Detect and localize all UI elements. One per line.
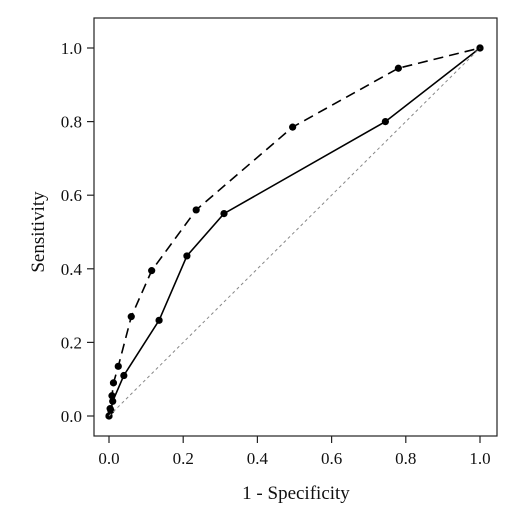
data-point	[108, 392, 116, 400]
reference-diagonal	[108, 47, 481, 417]
y-tick-label: 0.0	[61, 407, 82, 426]
x-tick-label: 0.4	[247, 449, 269, 468]
x-axis: 0.0 0.2 0.4 0.6 0.8 1.0	[98, 436, 491, 468]
data-point	[381, 118, 389, 126]
data-point	[183, 252, 191, 260]
data-point	[127, 313, 135, 321]
x-tick-label: 0.0	[98, 449, 119, 468]
y-tick-label: 1.0	[61, 39, 82, 58]
x-axis-title: 1 - Specificity	[242, 483, 350, 504]
data-point	[120, 371, 128, 380]
series-layer	[105, 44, 484, 420]
y-tick-label: 0.4	[61, 260, 83, 279]
data-point	[289, 123, 297, 131]
y-axis: 0.0 0.2 0.4 0.6 0.8 1.0	[61, 39, 94, 426]
y-axis-title: Sensitivity	[28, 191, 49, 273]
data-point	[109, 379, 118, 387]
x-tick-label: 0.6	[321, 449, 342, 468]
data-point	[148, 267, 156, 275]
x-tick-label: 0.2	[173, 449, 194, 468]
x-tick-label: 0.8	[395, 449, 416, 468]
y-tick-label: 0.8	[61, 113, 82, 132]
data-point	[155, 316, 163, 324]
data-point	[114, 362, 122, 370]
plot-frame	[93, 17, 498, 437]
data-point	[220, 210, 228, 218]
y-tick-label: 0.6	[61, 186, 82, 205]
data-point	[192, 206, 200, 214]
y-tick-label: 0.2	[61, 333, 82, 352]
x-tick-label: 1.0	[469, 449, 490, 468]
data-point	[394, 64, 402, 72]
data-point	[106, 405, 114, 413]
